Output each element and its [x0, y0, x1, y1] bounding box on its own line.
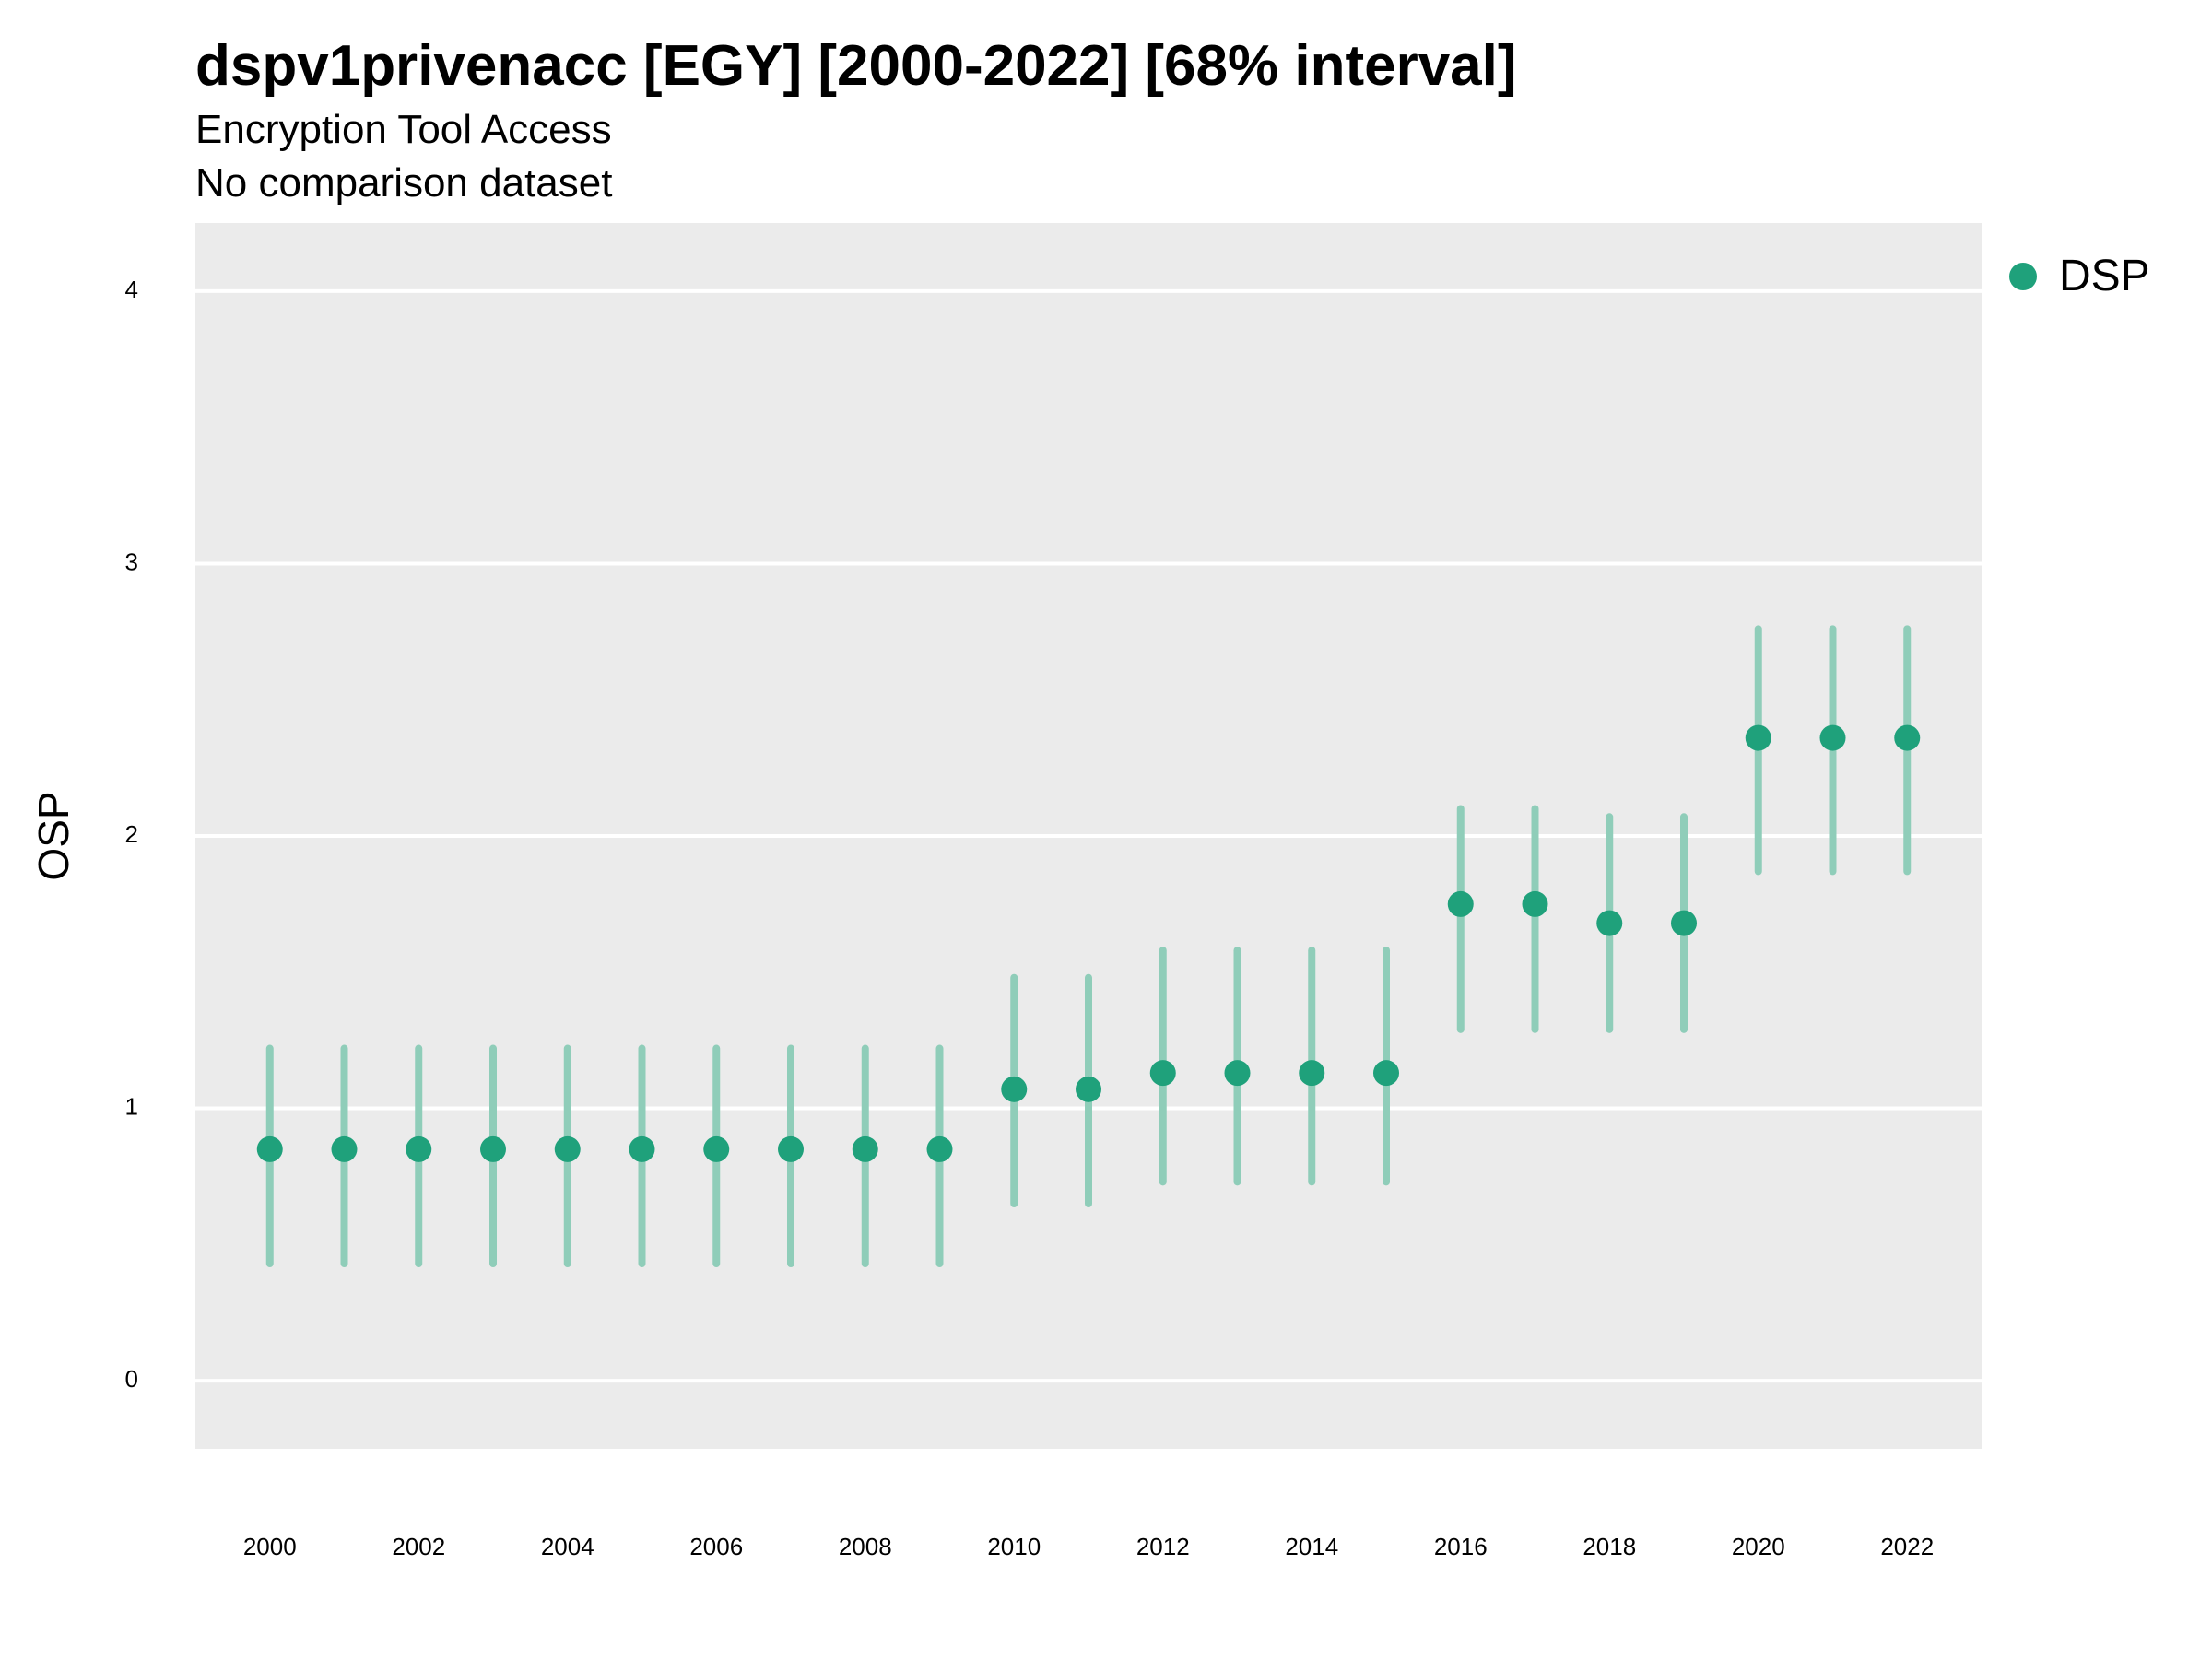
legend-key-dsp [2009, 262, 2037, 290]
data-point [778, 1135, 804, 1162]
x-axis-ticks: 2000 2002 2004 2006 2008 2010 2012 2014 2016 2018… [243, 1533, 1934, 1560]
x-tick-label: 2000 [243, 1533, 297, 1560]
data-points [256, 724, 1921, 1162]
data-point [852, 1135, 878, 1162]
data-point [1596, 910, 1623, 936]
chart-caption: No comparison dataset [195, 160, 613, 206]
data-point [554, 1135, 581, 1162]
data-point [1149, 1060, 1176, 1087]
legend-label-dsp: DSP [2059, 252, 2150, 300]
data-point [1522, 890, 1548, 917]
y-tick-label: 3 [125, 547, 138, 575]
data-point [1076, 1076, 1101, 1102]
x-tick-label: 2016 [1434, 1533, 1488, 1560]
chart-title: dspv1privenacc [EGY] [2000-2022] [68% in… [195, 34, 1517, 98]
data-point [1001, 1076, 1028, 1102]
x-tick-label: 2006 [689, 1533, 743, 1560]
x-tick-label: 2018 [1583, 1533, 1636, 1560]
data-point [480, 1135, 506, 1162]
y-tick-label: 4 [125, 276, 138, 303]
chart-subtitle: Encryption Tool Access [195, 107, 612, 152]
data-point [1671, 910, 1697, 936]
data-point [1447, 890, 1474, 917]
data-point [331, 1135, 358, 1162]
data-point [629, 1135, 655, 1162]
legend: DSP [2009, 251, 2150, 301]
data-point [1894, 724, 1921, 751]
y-tick-label: 0 [125, 1365, 138, 1393]
y-axis-label: OSP [29, 791, 77, 880]
y-tick-label: 2 [125, 820, 138, 848]
x-tick-label: 2020 [1732, 1533, 1785, 1560]
data-point [1224, 1060, 1251, 1087]
data-point [1299, 1060, 1325, 1087]
data-point [1819, 724, 1846, 751]
data-point [1745, 724, 1771, 751]
y-axis-ticks: 0 1 2 3 4 [125, 276, 138, 1393]
data-point [703, 1135, 730, 1162]
x-tick-label: 2004 [541, 1533, 594, 1560]
y-tick-label: 1 [125, 1092, 138, 1120]
x-tick-label: 2008 [839, 1533, 892, 1560]
x-tick-label: 2010 [987, 1533, 1041, 1560]
x-tick-label: 2022 [1880, 1533, 1934, 1560]
data-point [256, 1135, 283, 1162]
data-point [406, 1135, 432, 1162]
data-point [1373, 1060, 1399, 1087]
x-tick-label: 2002 [392, 1533, 445, 1560]
x-tick-label: 2012 [1136, 1533, 1190, 1560]
data-point [926, 1135, 953, 1162]
x-tick-label: 2014 [1285, 1533, 1338, 1560]
